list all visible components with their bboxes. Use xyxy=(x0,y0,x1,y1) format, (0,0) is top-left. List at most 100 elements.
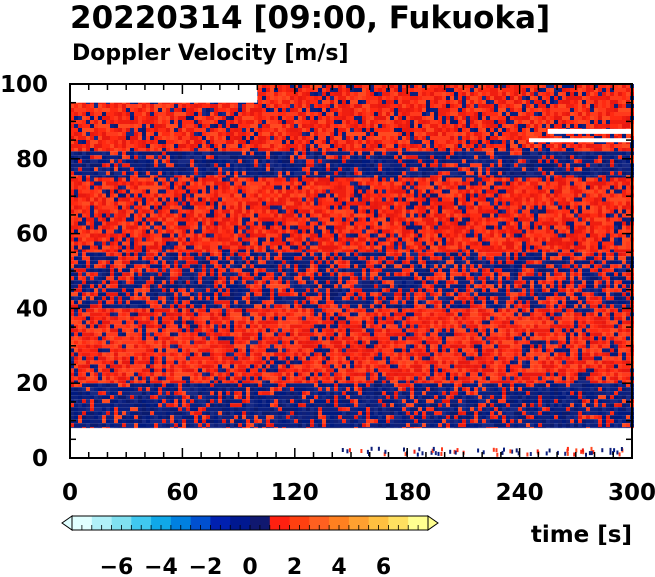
velocity-cell xyxy=(150,364,154,369)
velocity-cell xyxy=(294,320,298,325)
velocity-cell xyxy=(614,348,618,353)
velocity-cell xyxy=(194,328,198,333)
velocity-cell xyxy=(246,312,250,317)
velocity-cell xyxy=(558,344,562,349)
velocity-cell xyxy=(318,328,322,333)
velocity-cell xyxy=(202,284,206,289)
velocity-cell xyxy=(506,423,510,428)
velocity-cell xyxy=(102,380,106,384)
velocity-cell xyxy=(366,403,370,408)
velocity-cell xyxy=(374,348,378,353)
velocity-cell xyxy=(558,391,562,396)
velocity-cell xyxy=(106,264,110,269)
velocity-cell xyxy=(350,419,354,424)
velocity-cell xyxy=(350,399,354,404)
velocity-cell xyxy=(366,411,370,416)
velocity-cell xyxy=(90,360,94,365)
velocity-cell xyxy=(542,415,546,420)
velocity-cell xyxy=(546,419,550,424)
velocity-cell xyxy=(390,324,394,329)
velocity-cell xyxy=(326,332,330,337)
velocity-cell xyxy=(618,403,622,408)
velocity-cell xyxy=(574,383,578,388)
velocity-cell xyxy=(298,387,302,392)
velocity-cell xyxy=(170,372,174,377)
velocity-cell xyxy=(614,419,618,424)
velocity-cell xyxy=(530,308,534,313)
velocity-cell xyxy=(610,348,614,353)
velocity-cell xyxy=(150,423,154,428)
sparse-echo xyxy=(618,452,621,457)
velocity-cell xyxy=(206,411,210,416)
velocity-cell xyxy=(386,376,390,381)
velocity-cell xyxy=(394,348,398,353)
velocity-cell xyxy=(74,260,78,265)
velocity-cell xyxy=(502,348,506,353)
velocity-cell xyxy=(206,276,210,281)
velocity-cell xyxy=(322,348,326,353)
velocity-cell xyxy=(534,427,538,429)
velocity-cell xyxy=(130,252,134,257)
velocity-cell xyxy=(158,304,162,309)
velocity-cell xyxy=(186,407,190,412)
velocity-cell xyxy=(198,380,202,384)
velocity-cell xyxy=(438,387,442,392)
velocity-cell xyxy=(126,427,130,429)
velocity-cell xyxy=(374,415,378,420)
velocity-cell xyxy=(578,332,582,337)
velocity-cell xyxy=(130,383,134,388)
velocity-cell xyxy=(346,352,350,357)
velocity-cell xyxy=(466,360,470,365)
velocity-cell xyxy=(146,399,150,404)
velocity-cell xyxy=(282,411,286,416)
velocity-cell xyxy=(146,264,150,269)
velocity-cell xyxy=(482,316,486,321)
velocity-cell xyxy=(294,352,298,357)
velocity-cell xyxy=(542,387,546,392)
velocity-cell xyxy=(562,360,566,365)
velocity-cell xyxy=(242,376,246,381)
velocity-cell xyxy=(198,419,202,424)
velocity-cell xyxy=(86,419,90,424)
velocity-cell xyxy=(342,324,346,329)
velocity-cell xyxy=(138,252,142,257)
velocity-cell xyxy=(570,372,574,377)
velocity-cell xyxy=(434,372,438,377)
velocity-cell xyxy=(178,308,182,313)
velocity-cell xyxy=(262,419,266,424)
velocity-cell xyxy=(302,411,306,416)
velocity-cell xyxy=(322,372,326,377)
velocity-cell xyxy=(594,411,598,416)
velocity-cell xyxy=(250,411,254,416)
velocity-cell xyxy=(198,364,202,369)
velocity-cell xyxy=(194,387,198,392)
velocity-cell xyxy=(142,300,146,305)
velocity-cell xyxy=(74,407,78,412)
velocity-cell xyxy=(226,376,230,381)
velocity-cell xyxy=(570,411,574,416)
velocity-cell xyxy=(94,312,98,317)
velocity-cell xyxy=(150,415,154,420)
velocity-cell xyxy=(562,419,566,424)
velocity-cell xyxy=(378,344,382,349)
velocity-cell xyxy=(154,264,158,269)
velocity-cell xyxy=(234,312,238,317)
velocity-cell xyxy=(430,399,434,404)
velocity-cell xyxy=(382,360,386,365)
velocity-cell xyxy=(90,256,94,261)
velocity-cell xyxy=(142,399,146,404)
velocity-cell xyxy=(222,395,226,400)
velocity-cell xyxy=(178,364,182,369)
velocity-cell xyxy=(506,391,510,396)
velocity-cell xyxy=(94,288,98,293)
velocity-cell xyxy=(170,300,174,305)
velocity-cell xyxy=(478,368,482,373)
velocity-cell xyxy=(458,403,462,408)
velocity-cell xyxy=(126,324,130,329)
velocity-cell xyxy=(254,356,258,361)
velocity-cell xyxy=(242,328,246,333)
velocity-cell xyxy=(218,380,222,384)
velocity-cell xyxy=(510,419,514,424)
velocity-cell xyxy=(442,336,446,341)
velocity-cell xyxy=(82,336,86,341)
